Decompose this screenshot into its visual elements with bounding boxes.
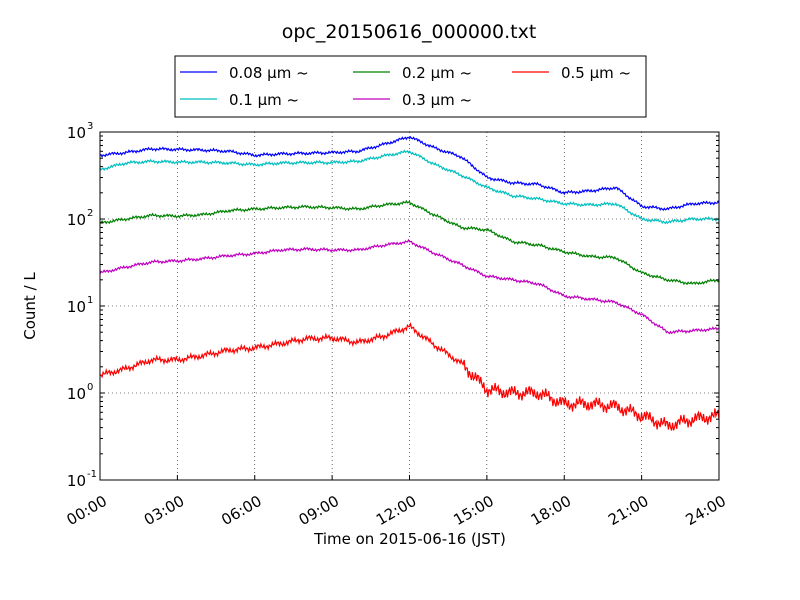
chart-title: opc_20150616_000000.txt (282, 21, 537, 43)
series-line (99, 321, 720, 431)
y-tick-exponent: -1 (87, 469, 97, 480)
y-tick-exponent: 0 (87, 382, 93, 393)
legend-label: 0.5 μm ~ (561, 64, 631, 82)
legend: 0.08 μm ~ 0.1 μm ~ 0.2 μm ~ 0.3 μm ~ 0.5 μm … (174, 55, 647, 118)
x-tick-label: 18:00 (528, 492, 574, 529)
series-lines (99, 135, 720, 431)
y-tick-label: 10 (67, 124, 86, 142)
x-tick-label: 24:00 (683, 492, 729, 529)
legend-label: 0.3 μm ~ (402, 91, 472, 109)
x-tick-label: 15:00 (450, 492, 496, 529)
legend-label: 0.1 μm ~ (229, 91, 299, 109)
y-tick-exponent: 3 (87, 121, 93, 132)
legend-label: 0.08 μm ~ (229, 64, 309, 82)
series-line (99, 238, 720, 335)
y-tick-exponent: 1 (87, 295, 93, 306)
y-tick-label: 10 (67, 211, 86, 229)
x-axis-label: Time on 2015-06-16 (JST) (313, 530, 506, 548)
x-tick-label: 12:00 (373, 492, 419, 529)
y-axis-label: Count / L (21, 272, 39, 340)
x-axis-ticks: 00:00 03:00 06:00 09:00 12:00 15:00 18:00 21:00… (64, 475, 729, 529)
legend-box (174, 55, 647, 118)
x-tick-label: 09:00 (296, 492, 342, 529)
x-tick-label: 03:00 (141, 492, 187, 529)
y-tick-label: 10 (67, 298, 86, 316)
y-tick-label: 10 (67, 472, 86, 490)
legend-label: 0.2 μm ~ (402, 64, 472, 82)
series-line (99, 199, 720, 286)
y-tick-exponent: 2 (87, 208, 93, 219)
x-tick-label: 21:00 (605, 492, 651, 529)
series-line (99, 135, 720, 212)
series-line (99, 149, 720, 225)
y-tick-label: 10 (67, 385, 86, 403)
x-tick-label: 00:00 (64, 492, 110, 529)
x-tick-label: 06:00 (218, 492, 264, 529)
